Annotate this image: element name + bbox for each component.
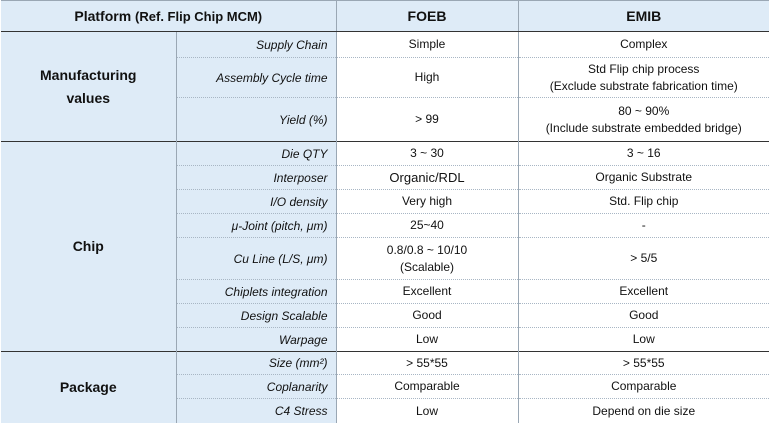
table-row: Manufacturing values Supply Chain Simple… <box>1 31 769 142</box>
emib-assembly-cycle-time: Std Flip chip process (Exclude substrate… <box>518 57 769 98</box>
prop-design-scalable: Design Scalable <box>175 303 337 328</box>
prop-chiplets-integration: Chiplets integration <box>175 279 337 304</box>
emib-cu-line: > 5/5 <box>518 237 769 280</box>
header-row: Platform (Ref. Flip Chip MCM) FOEB EMIB <box>1 0 769 32</box>
table-row: Package Size (mm²) > 55*55 > 55*55 <box>1 351 769 423</box>
emib-u-joint: - <box>518 213 769 238</box>
prop-interposer: Interposer <box>175 165 337 190</box>
header-foeb: FOEB <box>335 0 518 32</box>
foeb-size: > 55*55 <box>336 351 519 375</box>
prop-coplanarity: Coplanarity <box>175 374 337 399</box>
table-row: Coplanarity Comparable Comparable <box>1 374 769 399</box>
table-row: Design Scalable Good Good <box>1 303 769 328</box>
prop-yield: Yield (%) <box>175 97 337 142</box>
emib-design-scalable: Good <box>518 303 769 328</box>
emib-size: > 55*55 <box>518 351 769 375</box>
foeb-chiplets-integration: Excellent <box>336 279 519 304</box>
table-row: Cu Line (L/S, μm) 0.8/0.8 ~ 10/10 (Scala… <box>1 237 769 280</box>
prop-die-qty: Die QTY <box>175 141 337 166</box>
table-row: Assembly Cycle time High Std Flip chip p… <box>1 57 769 98</box>
foeb-die-qty: 3 ~ 30 <box>336 141 519 166</box>
foeb-assembly-cycle-time: High <box>336 57 519 98</box>
emib-warpage: Low <box>518 327 769 352</box>
foeb-coplanarity: Comparable <box>336 374 519 399</box>
emib-yield-line1: 80 ~ 90% <box>618 104 670 119</box>
header-platform-label: Platform <box>74 8 132 24</box>
foeb-io-density: Very high <box>336 189 519 214</box>
group-package: Package <box>1 351 177 423</box>
table-row: Chip Die QTY 3 ~ 30 3 ~ 16 <box>1 141 769 352</box>
foeb-cu-line: 0.8/0.8 ~ 10/10 (Scalable) <box>336 237 519 280</box>
prop-warpage: Warpage <box>175 327 337 352</box>
foeb-c4-stress: Low <box>336 398 519 423</box>
foeb-warpage: Low <box>336 327 519 352</box>
emib-assembly-line2: (Exclude substrate fabrication time) <box>549 78 738 93</box>
table-row: Yield (%) > 99 80 ~ 90% (Include substra… <box>1 97 769 142</box>
emib-yield-line2: (Include substrate embedded bridge) <box>545 120 742 135</box>
emib-assembly-line1: Std Flip chip process <box>588 62 700 77</box>
emib-io-density: Std. Flip chip <box>518 189 769 214</box>
emib-chiplets-integration: Excellent <box>518 279 769 304</box>
group-manufacturing-label: Manufacturing values <box>40 67 137 106</box>
header-platform: Platform (Ref. Flip Chip MCM) <box>1 0 336 32</box>
foeb-cu-line-line2: (Scalable) <box>399 259 455 274</box>
group-manufacturing: Manufacturing values <box>1 31 177 142</box>
emib-coplanarity: Comparable <box>518 374 769 399</box>
group-chip: Chip <box>1 141 177 352</box>
emib-die-qty: 3 ~ 16 <box>518 141 769 166</box>
table-row: Interposer Organic/RDL Organic Substrate <box>1 165 769 190</box>
foeb-interposer: Organic/RDL <box>336 165 519 190</box>
prop-supply-chain: Supply Chain <box>175 31 337 58</box>
table-row: μ-Joint (pitch, μm) 25~40 - <box>1 213 769 238</box>
table-row: I/O density Very high Std. Flip chip <box>1 189 769 214</box>
prop-size: Size (mm²) <box>175 351 337 375</box>
table-row: Chiplets integration Excellent Excellent <box>1 279 769 304</box>
emib-interposer: Organic Substrate <box>518 165 769 190</box>
table-row: C4 Stress Low Depend on die size <box>1 398 769 423</box>
header-platform-ref: (Ref. Flip Chip MCM) <box>135 9 263 24</box>
foeb-yield: > 99 <box>336 97 519 142</box>
prop-assembly-cycle-time: Assembly Cycle time <box>175 57 337 98</box>
emib-c4-stress: Depend on die size <box>592 403 696 418</box>
prop-cu-line: Cu Line (L/S, μm) <box>175 237 337 280</box>
table-row: Warpage Low Low <box>1 327 769 352</box>
foeb-design-scalable: Good <box>336 303 519 328</box>
prop-io-density: I/O density <box>175 189 337 214</box>
prop-c4-stress: C4 Stress <box>175 398 337 423</box>
foeb-supply-chain: Simple <box>336 31 519 58</box>
header-emib: EMIB <box>517 0 769 32</box>
emib-yield: 80 ~ 90% (Include substrate embedded bri… <box>518 97 769 142</box>
foeb-cu-line-line1: 0.8/0.8 ~ 10/10 <box>386 243 468 258</box>
emib-supply-chain: Complex <box>518 31 769 58</box>
prop-u-joint: μ-Joint (pitch, μm) <box>175 213 337 238</box>
foeb-u-joint: 25~40 <box>336 213 519 238</box>
